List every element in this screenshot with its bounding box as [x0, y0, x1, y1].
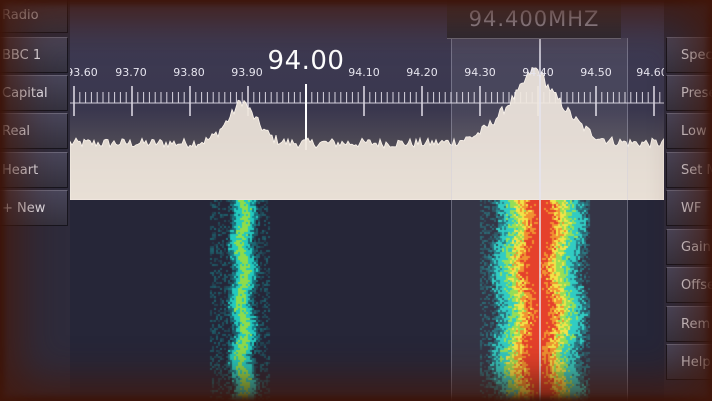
low-menu-button[interactable]: Low [666, 113, 712, 149]
tick-label: 94.30 [464, 66, 496, 79]
tuning-line[interactable] [539, 38, 541, 401]
tick-label: 93.60 [66, 66, 98, 79]
station-button[interactable]: Real [0, 113, 68, 149]
station-button[interactable]: Radio [0, 0, 68, 33]
gain-menu-button[interactable]: Gain [666, 229, 712, 265]
set-menu-button[interactable]: Set M [666, 152, 712, 188]
help-menu-button[interactable]: Help [666, 344, 712, 380]
remove-menu-button[interactable]: Rem [666, 306, 712, 342]
settings-menu: Spectrum Presets Low Set M WF Gain Offse… [664, 0, 712, 401]
station-button[interactable]: Capital [0, 75, 68, 111]
tick-label: 94.10 [348, 66, 380, 79]
waterfall-canvas [70, 200, 664, 401]
offset-menu-button[interactable]: Offset [666, 267, 712, 303]
station-button[interactable]: Heart [0, 152, 68, 188]
station-button[interactable]: BBC 1 [0, 37, 68, 73]
tick-label: 94.50 [580, 66, 612, 79]
tick-label: 94.40 [522, 66, 554, 79]
spectrum-graph [70, 66, 664, 200]
waterfall-menu-button[interactable]: WF [666, 190, 712, 226]
tick-label: 93.80 [173, 66, 205, 79]
spectrum-trace [70, 66, 664, 200]
tick-label: 93.90 [231, 66, 263, 79]
center-frequency[interactable]: 94.00 [267, 46, 345, 76]
station-list: Radio BBC 1 Capital Real Heart + New [0, 0, 70, 401]
tick-label: 94.60 [636, 66, 668, 79]
tuned-frequency-display[interactable]: 94.400MHZ [447, 0, 621, 39]
tick-label: 93.70 [115, 66, 147, 79]
add-station-button[interactable]: + New [0, 190, 68, 226]
presets-menu-button[interactable]: Presets [666, 75, 712, 111]
tick-label: 94.20 [406, 66, 438, 79]
spectrum-menu-button[interactable]: Spectrum [666, 37, 712, 73]
waterfall-display[interactable] [70, 200, 664, 401]
